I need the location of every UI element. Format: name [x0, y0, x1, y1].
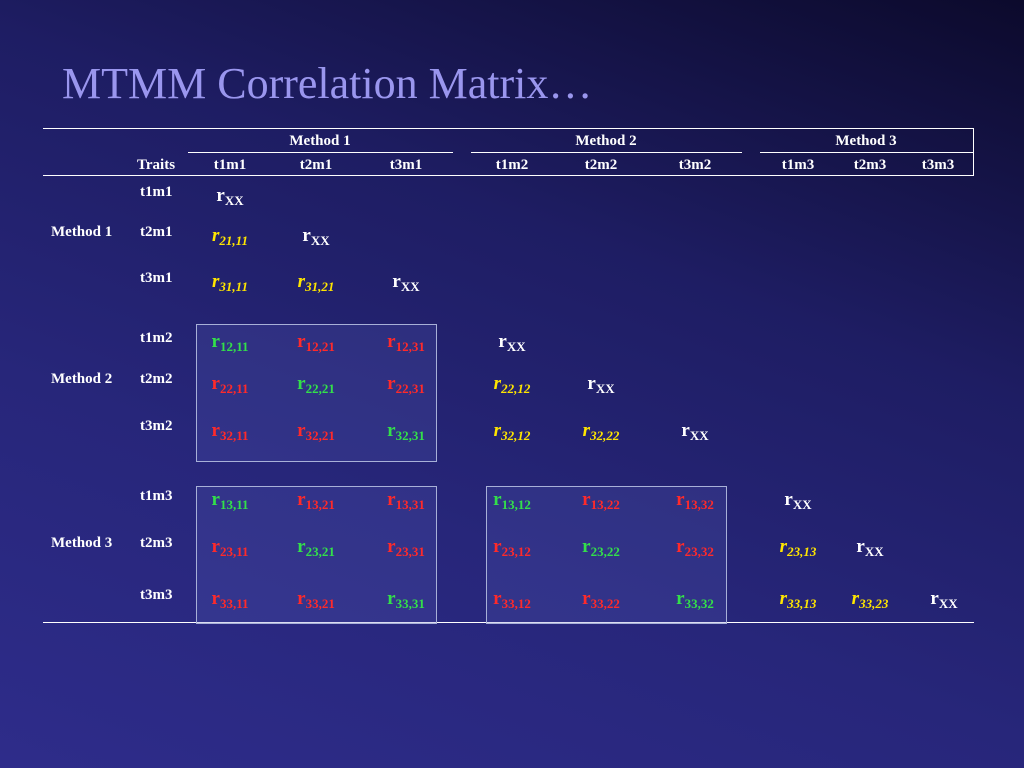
correlation-cell-r7-c1: r13,11	[211, 489, 249, 512]
method3-header-rule	[760, 152, 974, 153]
column-header: t1m3	[781, 157, 815, 173]
correlation-cell-r4-c4: rXX	[498, 331, 526, 354]
correlation-cell-r7-c7: rXX	[784, 489, 812, 512]
correlation-cell-r1-c1: rXX	[216, 185, 244, 208]
heteromethod-block-m2-m1	[196, 324, 437, 462]
column-header: t2m1	[299, 157, 333, 173]
correlation-cell-r6-c6: rXX	[681, 420, 709, 443]
correlation-cell-r2-c2: rXX	[302, 225, 330, 248]
method-header-2: Method 2	[575, 133, 637, 149]
column-header: t1m2	[495, 157, 529, 173]
slide-title: MTMM Correlation Matrix…	[62, 59, 593, 108]
column-header: t2m2	[584, 157, 618, 173]
row-trait-label: t3m2	[140, 418, 173, 434]
correlation-cell-r4-c3: r12,31	[387, 331, 425, 354]
correlation-cell-r8-c5: r23,22	[582, 536, 620, 559]
correlation-cell-r7-c3: r13,31	[387, 489, 425, 512]
correlation-cell-r7-c5: r13,22	[582, 489, 620, 512]
correlation-cell-r8-c1: r23,11	[211, 536, 249, 559]
correlation-cell-r9-c3: r33,31	[387, 588, 425, 611]
correlation-cell-r9-c4: r33,12	[493, 588, 531, 611]
row-trait-label: t1m1	[140, 184, 173, 200]
correlation-cell-r5-c5: rXX	[587, 373, 615, 396]
row-trait-label: t3m3	[140, 587, 173, 603]
row-method-label-2: Method 2	[51, 371, 113, 387]
correlation-cell-r3-c2: r31,21	[297, 271, 335, 294]
column-header: t3m3	[921, 157, 955, 173]
row-method-label-3: Method 3	[51, 535, 113, 551]
method2-header-rule	[471, 152, 742, 153]
correlation-cell-r6-c1: r32,11	[211, 420, 249, 443]
row-trait-label: t1m3	[140, 488, 173, 504]
row-trait-label: t3m1	[140, 270, 173, 286]
correlation-cell-r5-c1: r22,11	[211, 373, 249, 396]
correlation-cell-r2-c1: r21,11	[212, 225, 248, 248]
correlation-cell-r9-c1: r33,11	[211, 588, 249, 611]
correlation-cell-r3-c3: rXX	[392, 271, 420, 294]
correlation-cell-r9-c7: r33,13	[779, 588, 817, 611]
correlation-cell-r7-c2: r13,21	[297, 489, 335, 512]
traits-header: Traits	[137, 157, 176, 173]
column-header: t3m2	[678, 157, 712, 173]
correlation-cell-r4-c2: r12,21	[297, 331, 335, 354]
correlation-cell-r9-c2: r33,21	[297, 588, 335, 611]
heteromethod-block-m3-m1	[196, 486, 437, 624]
method-header-1: Method 1	[289, 133, 351, 149]
column-header: t1m1	[213, 157, 247, 173]
column-header: t2m3	[853, 157, 887, 173]
correlation-cell-r5-c3: r22,31	[387, 373, 425, 396]
row-trait-label: t1m2	[140, 330, 173, 346]
heteromethod-block-m3-m2	[486, 486, 727, 624]
correlation-cell-r8-c7: r23,13	[779, 536, 817, 559]
correlation-cell-r9-c6: r33,32	[676, 588, 714, 611]
correlation-cell-r7-c6: r13,32	[676, 489, 714, 512]
correlation-cell-r8-c2: r23,21	[297, 536, 335, 559]
correlation-cell-r6-c2: r32,21	[297, 420, 335, 443]
header-bottom-rule	[43, 175, 974, 176]
row-method-label-1: Method 1	[51, 224, 113, 240]
correlation-cell-r8-c8: rXX	[856, 536, 884, 559]
correlation-cell-r6-c4: r32,12	[493, 420, 531, 443]
correlation-cell-r8-c3: r23,31	[387, 536, 425, 559]
column-header: t3m1	[389, 157, 423, 173]
correlation-cell-r4-c1: r12,11	[211, 331, 249, 354]
correlation-cell-r7-c4: r13,12	[493, 489, 531, 512]
correlation-cell-r8-c4: r23,12	[493, 536, 531, 559]
table-bottom-rule	[43, 622, 974, 623]
correlation-cell-r5-c2: r22,21	[297, 373, 335, 396]
correlation-cell-r6-c3: r32,31	[387, 420, 425, 443]
correlation-cell-r3-c1: r31,11	[212, 271, 248, 294]
method1-header-rule	[188, 152, 453, 153]
correlation-cell-r5-c4: r22,12	[493, 373, 531, 396]
correlation-cell-r8-c6: r23,32	[676, 536, 714, 559]
row-trait-label: t2m1	[140, 224, 173, 240]
row-trait-label: t2m3	[140, 535, 173, 551]
method-header-3: Method 3	[835, 133, 897, 149]
table-top-rule	[43, 128, 974, 129]
correlation-cell-r9-c9: rXX	[930, 588, 958, 611]
correlation-cell-r6-c5: r32,22	[582, 420, 620, 443]
correlation-cell-r9-c8: r33,23	[851, 588, 889, 611]
correlation-cell-r9-c5: r33,22	[582, 588, 620, 611]
row-trait-label: t2m2	[140, 371, 173, 387]
